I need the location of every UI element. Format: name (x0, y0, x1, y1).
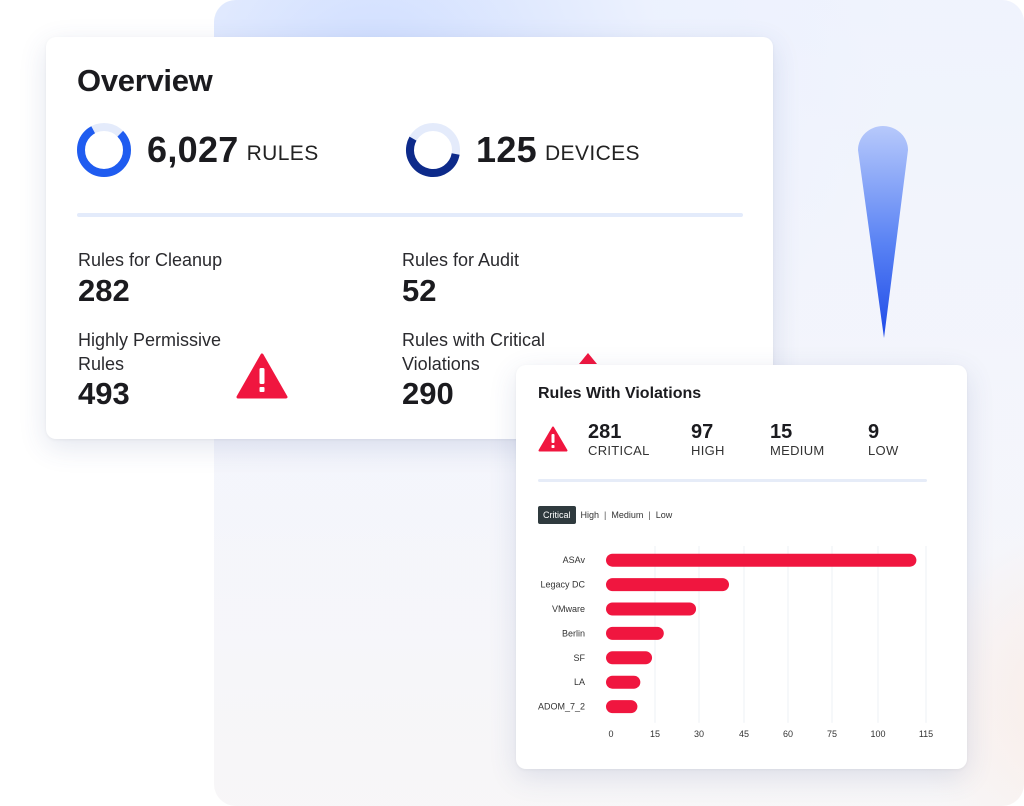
filter-low[interactable]: Low (655, 510, 673, 520)
cleanup-value: 282 (78, 273, 130, 308)
x-tick-label: 60 (783, 729, 793, 739)
overview-title: Overview (77, 63, 213, 98)
cleanup-label: Rules for Cleanup (78, 250, 223, 270)
rules-donut-icon (77, 123, 131, 177)
warning-icon (236, 353, 288, 399)
bar (606, 553, 917, 567)
bar (606, 651, 653, 665)
category-label: SF (573, 653, 585, 663)
violations-card: Rules With Violations 281 CRITICAL 97 HI… (516, 365, 967, 769)
category-label: ASAv (563, 555, 586, 565)
critical-violations-value: 290 (402, 376, 454, 411)
warning-icon-partial (579, 353, 597, 364)
severity-label: HIGH (691, 443, 725, 458)
violations-bar-chart: ASAv Legacy DC VMware Berlin SF LA ADOM_7_2 0 15… (538, 546, 933, 739)
severity-high: 97 HIGH (691, 421, 725, 458)
severity-count: 15 (770, 421, 793, 443)
severity-low: 9 LOW (868, 421, 899, 458)
x-tick-label: 45 (739, 729, 749, 739)
severity-count: 97 (691, 421, 714, 443)
x-tick-label: 15 (650, 729, 660, 739)
decorative-spike (858, 126, 908, 338)
x-tick-label: 75 (827, 729, 837, 739)
permissive-value: 493 (78, 376, 130, 411)
permissive-label: Highly Permissive Rules (78, 330, 222, 374)
severity-label: MEDIUM (770, 443, 825, 458)
bar (606, 700, 638, 714)
devices-count: 125 (476, 129, 537, 170)
warning-icon (538, 426, 568, 452)
severity-count: 9 (868, 421, 880, 443)
bar (606, 602, 697, 616)
audit-label: Rules for Audit (402, 250, 520, 270)
category-label: Legacy DC (540, 580, 585, 590)
devices-unit: DEVICES (544, 142, 640, 165)
x-tick-label: 0 (608, 729, 613, 739)
severity-filter-tabs: Critical High | Medium | Low (538, 506, 677, 524)
violations-title: Rules With Violations (538, 385, 702, 402)
category-label: Berlin (562, 628, 585, 638)
filter-medium[interactable]: Medium (611, 510, 644, 520)
severity-label: CRITICAL (588, 443, 650, 458)
audit-value: 52 (402, 273, 437, 308)
filter-separator: | (604, 510, 607, 520)
violations-divider (538, 479, 927, 482)
x-tick-label: 115 (919, 729, 933, 739)
category-label: VMware (552, 604, 585, 614)
bar (606, 626, 664, 640)
rules-stat: 6,027 RULES (75, 121, 319, 179)
x-tick-label: 100 (870, 729, 885, 739)
severity-count: 281 (588, 421, 622, 443)
critical-violations-label: Rules with Critical Violations (402, 330, 546, 374)
filter-high[interactable]: High (580, 510, 600, 520)
x-tick-label: 30 (694, 729, 704, 739)
devices-donut-icon (406, 123, 460, 177)
filter-critical[interactable]: Critical (538, 506, 576, 524)
bar (606, 578, 729, 592)
category-label: LA (574, 677, 585, 687)
rules-unit: RULES (246, 142, 319, 165)
severity-medium: 15 MEDIUM (770, 421, 825, 458)
severity-label: LOW (868, 443, 899, 458)
bar (606, 675, 641, 689)
filter-separator: | (648, 510, 651, 520)
severity-critical: 281 CRITICAL (588, 421, 650, 458)
category-label: ADOM_7_2 (538, 702, 585, 712)
rules-count: 6,027 (147, 129, 239, 170)
overview-divider (77, 213, 743, 217)
devices-stat: 125 DEVICES (404, 121, 640, 179)
